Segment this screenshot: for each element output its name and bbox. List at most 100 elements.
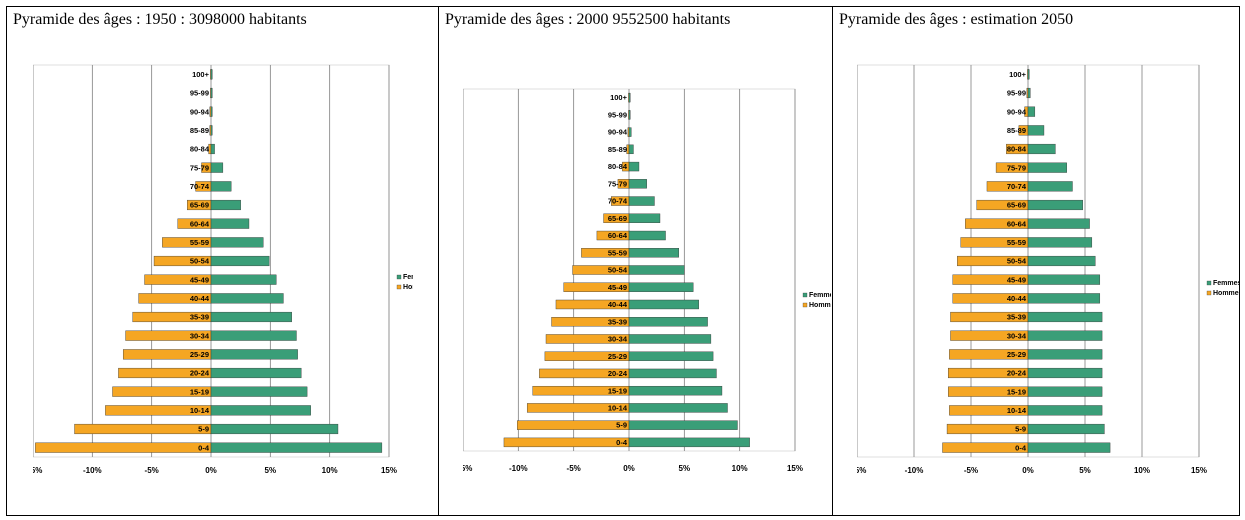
x-tick-label: -10% — [509, 464, 528, 473]
category-label-80-84: 80-84 — [608, 162, 628, 171]
x-tick-label: 5% — [1079, 466, 1091, 475]
bar-femmes-40-44 — [628, 299, 699, 310]
bar-femmes-55-59 — [628, 248, 679, 258]
legend-label-femmes: Femmes — [1213, 280, 1239, 287]
x-tick-label: -10% — [905, 466, 924, 475]
x-tick-label: 15% — [1191, 466, 1207, 475]
bar-femmes-20-24 — [1027, 367, 1103, 379]
category-label-70-74: 70-74 — [190, 182, 210, 191]
legend: Femmes Hommes — [396, 274, 413, 291]
legend-label-hommes: Hommes — [403, 284, 413, 291]
category-label-0-4: 0-4 — [198, 443, 210, 452]
bar-femmes-90-94 — [1027, 106, 1036, 117]
category-label-20-24: 20-24 — [608, 369, 628, 378]
category-label-10-14: 10-14 — [190, 406, 210, 415]
category-label-70-74: 70-74 — [608, 197, 628, 206]
category-label-90-94: 90-94 — [1007, 107, 1027, 116]
bar-femmes-85-89 — [210, 125, 213, 136]
bar-femmes-30-34 — [1027, 330, 1103, 341]
category-label-55-59: 55-59 — [608, 248, 627, 257]
bar-femmes-95-99 — [1027, 87, 1031, 99]
x-tick-label: 0% — [205, 466, 217, 475]
category-label-45-49: 45-49 — [190, 275, 209, 284]
category-label-85-89: 85-89 — [1007, 126, 1026, 135]
bar-femmes-75-79 — [628, 179, 647, 189]
bar-femmes-25-29 — [628, 351, 714, 361]
category-label-15-19: 15-19 — [608, 386, 627, 395]
panel-1950: Pyramide des âges : 1950 : 3098000 habit… — [7, 7, 439, 515]
category-label-10-14: 10-14 — [608, 404, 628, 413]
pyramid-chart-2000: -15% -10% -5% 0% 5% 10% 15% 0-4 5-9 10-14 15-19 20-… — [463, 88, 831, 473]
category-label-65-69: 65-69 — [1007, 201, 1026, 210]
category-label-75-79: 75-79 — [608, 179, 627, 188]
bar-femmes-50-54 — [628, 265, 685, 275]
bar-femmes-15-19 — [628, 385, 723, 396]
bar-femmes-75-79 — [1027, 162, 1067, 173]
bar-femmes-45-49 — [628, 282, 694, 292]
x-tick-label: -15% — [463, 464, 472, 473]
bar-femmes-65-69 — [628, 213, 661, 223]
category-label-80-84: 80-84 — [1007, 145, 1027, 154]
category-label-60-64: 60-64 — [608, 231, 628, 240]
category-label-95-99: 95-99 — [608, 110, 627, 119]
category-label-70-74: 70-74 — [1007, 182, 1027, 191]
panel-title-2000: Pyramide des âges : 2000 9552500 habitan… — [445, 11, 731, 28]
bar-femmes-90-94 — [628, 127, 632, 137]
category-label-65-69: 65-69 — [608, 214, 627, 223]
bar-femmes-10-14 — [628, 403, 728, 413]
category-label-0-4: 0-4 — [616, 438, 628, 447]
bar-femmes-50-54 — [210, 255, 270, 267]
category-label-30-34: 30-34 — [190, 331, 210, 340]
category-label-80-84: 80-84 — [190, 145, 210, 154]
bar-femmes-25-29 — [210, 349, 298, 360]
bar-femmes-100+ — [210, 69, 213, 80]
legend-label-femmes: Femmes — [403, 274, 413, 281]
panel-2050: Pyramide des âges : estimation 2050 -15%… — [833, 7, 1241, 515]
bar-femmes-25-29 — [1027, 349, 1103, 360]
panel-title-1950: Pyramide des âges : 1950 : 3098000 habit… — [13, 11, 307, 28]
category-label-15-19: 15-19 — [190, 387, 209, 396]
x-tick-label: 5% — [679, 464, 691, 473]
bar-femmes-30-34 — [210, 330, 297, 341]
legend-swatch-femmes — [802, 292, 808, 298]
bar-femmes-10-14 — [1027, 405, 1103, 416]
category-label-20-24: 20-24 — [1007, 369, 1027, 378]
bar-femmes-70-74 — [210, 181, 232, 192]
category-label-95-99: 95-99 — [190, 89, 209, 98]
category-label-35-39: 35-39 — [1007, 313, 1026, 322]
category-label-10-14: 10-14 — [1007, 406, 1027, 415]
category-label-55-59: 55-59 — [1007, 238, 1026, 247]
category-label-40-44: 40-44 — [1007, 294, 1027, 303]
x-tick-label: 0% — [1022, 466, 1034, 475]
bar-femmes-80-84 — [628, 161, 640, 172]
bar-femmes-0-4 — [1027, 442, 1111, 453]
category-label-50-54: 50-54 — [608, 266, 628, 275]
bar-femmes-15-19 — [1027, 386, 1103, 397]
bar-femmes-45-49 — [1027, 274, 1101, 285]
category-label-25-29: 25-29 — [608, 352, 627, 361]
category-label-95-99: 95-99 — [1007, 89, 1026, 98]
pyramid-chart-1950: -15% -10% -5% 0% 5% 10% 15% 0-4 5-9 10-14 15-19 20-… — [33, 64, 413, 475]
bar-femmes-35-39 — [1027, 311, 1103, 323]
bar-femmes-50-54 — [1027, 255, 1096, 267]
bar-hommes-5-9 — [517, 420, 630, 430]
x-tick-label: 0% — [623, 464, 635, 473]
category-label-0-4: 0-4 — [1015, 443, 1027, 452]
bar-femmes-20-24 — [210, 367, 302, 379]
category-label-85-89: 85-89 — [190, 126, 209, 135]
category-label-100+: 100+ — [1009, 70, 1027, 79]
category-label-40-44: 40-44 — [190, 294, 210, 303]
bar-femmes-95-99 — [628, 110, 631, 120]
bar-femmes-85-89 — [628, 144, 634, 155]
panel-2000: Pyramide des âges : 2000 9552500 habitan… — [439, 7, 833, 515]
bar-femmes-0-4 — [628, 437, 750, 448]
category-label-75-79: 75-79 — [1007, 163, 1026, 172]
bar-femmes-10-14 — [210, 405, 311, 416]
bar-femmes-70-74 — [1027, 181, 1073, 192]
x-tick-label: 15% — [787, 464, 803, 473]
legend-label-femmes: Femmes — [809, 292, 831, 299]
bar-femmes-35-39 — [628, 317, 708, 327]
x-tick-label: -15% — [33, 466, 42, 475]
x-tick-label: 5% — [265, 466, 277, 475]
bar-femmes-40-44 — [1027, 293, 1101, 304]
